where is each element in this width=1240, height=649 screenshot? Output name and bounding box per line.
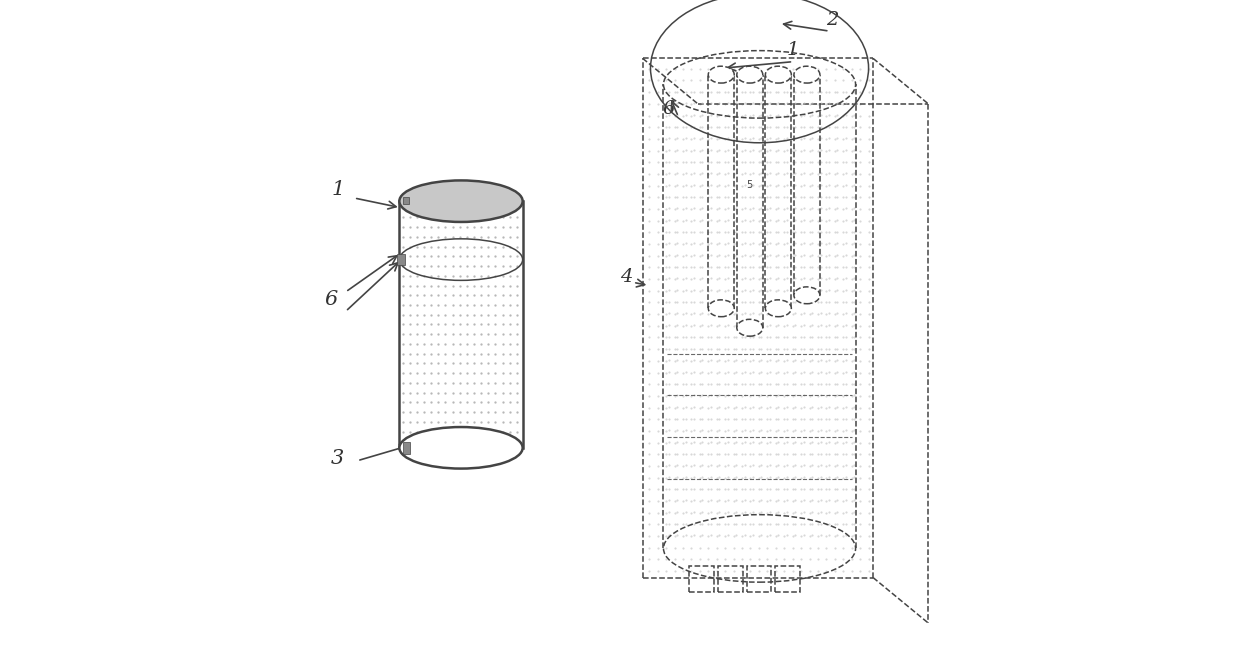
Ellipse shape xyxy=(794,287,820,304)
Bar xyxy=(689,566,714,592)
Text: 5: 5 xyxy=(746,180,753,190)
Text: 6: 6 xyxy=(662,99,675,117)
Ellipse shape xyxy=(708,66,734,83)
Ellipse shape xyxy=(399,427,522,469)
Text: 2: 2 xyxy=(826,10,838,29)
Text: 1: 1 xyxy=(331,180,345,199)
Ellipse shape xyxy=(708,300,734,317)
Bar xyxy=(746,566,771,592)
Text: 4: 4 xyxy=(620,268,632,286)
Ellipse shape xyxy=(794,66,820,83)
Ellipse shape xyxy=(737,319,763,336)
Text: 3: 3 xyxy=(331,449,345,468)
Bar xyxy=(718,566,743,592)
Bar xyxy=(775,566,800,592)
Bar xyxy=(403,197,409,204)
Text: 1: 1 xyxy=(787,41,799,59)
Ellipse shape xyxy=(765,66,791,83)
Bar xyxy=(397,254,404,265)
Ellipse shape xyxy=(399,180,522,222)
Ellipse shape xyxy=(737,66,763,83)
Ellipse shape xyxy=(765,300,791,317)
Bar xyxy=(403,442,410,454)
Text: 6: 6 xyxy=(325,290,337,309)
